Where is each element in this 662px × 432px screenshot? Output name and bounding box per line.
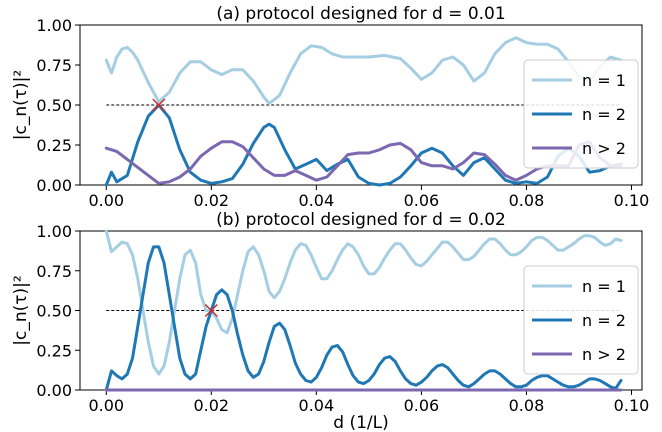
panel-a-x-tick-label: 0.02 [193,191,229,210]
panel-a-y-tick-label: 0.25 [36,136,72,155]
panel-b-x-tick-label: 0.00 [88,396,124,415]
panel-a: (a) protocol designed for d = 0.01 |c_n(τ… [11,4,649,210]
panel-a-x-tick-label: 0.10 [614,191,650,210]
panel-b: (b) protocol designed for d = 0.02 |c_n(τ… [11,210,649,415]
panel-a-y-axis-label: |c_n(τ)|² [11,70,31,140]
panel-b-x-tick-label: 0.02 [193,396,229,415]
panel-a-y-tick-label: 0.75 [36,56,72,75]
panel-b-x-tick-label: 0.06 [404,396,440,415]
panel-a-series-2-line [104,103,623,187]
panel-a-legend [523,59,639,169]
panel-b-legend [523,265,639,375]
panel-a-legend-label: n = 2 [582,105,626,124]
panel-b-legend-label: n = 1 [582,277,626,296]
panel-a-x-tick-label: 0.06 [404,191,440,210]
panel-b-marker [204,303,218,318]
panel-a-y-tick-label: 1.00 [36,16,72,35]
panel-a-marker-stroke [152,98,166,112]
panel-a-y-tick-label: 0.00 [36,176,72,195]
panel-a-title: (a) protocol designed for d = 0.01 [216,4,505,24]
panel-b-x-tick-label: 0.10 [614,396,650,415]
panel-b-y-tick-label: 0.50 [36,302,72,321]
panel-b-series-2-line [104,245,623,392]
panel-a-x-tick-label: 0.04 [299,191,335,210]
panel-b-y-axis-label: |c_n(τ)|² [11,275,31,345]
panel-b-marker-stroke [204,303,218,318]
panel-b-y-tick-label: 0.75 [36,262,72,281]
panel-a-x-tick-label: 0.08 [509,191,545,210]
panel-b-y-tick-label: 1.00 [36,222,72,241]
panel-a-legend-label: n = 1 [582,71,626,90]
panel-a-marker [152,98,166,112]
panel-a-legend-label: n > 2 [582,139,626,158]
panel-a-series-3-line [104,140,623,185]
panel-a-series-1-line [104,36,623,105]
panel-b-title: (b) protocol designed for d = 0.02 [216,210,506,230]
panel-a-y-tick-label: 0.50 [36,96,72,115]
panel-b-y-tick-label: 0.00 [36,381,72,400]
panel-b-y-tick-label: 0.25 [36,341,72,360]
x-axis-label: d (1/L) [333,413,388,432]
panel-b-x-tick-label: 0.04 [299,396,335,415]
panel-a-x-tick-label: 0.00 [88,191,124,210]
panel-b-legend-label: n > 2 [582,345,626,364]
panel-b-series-1-line [104,229,623,376]
panel-b-x-tick-label: 0.08 [509,396,545,415]
panel-b-legend-label: n = 2 [582,311,626,330]
